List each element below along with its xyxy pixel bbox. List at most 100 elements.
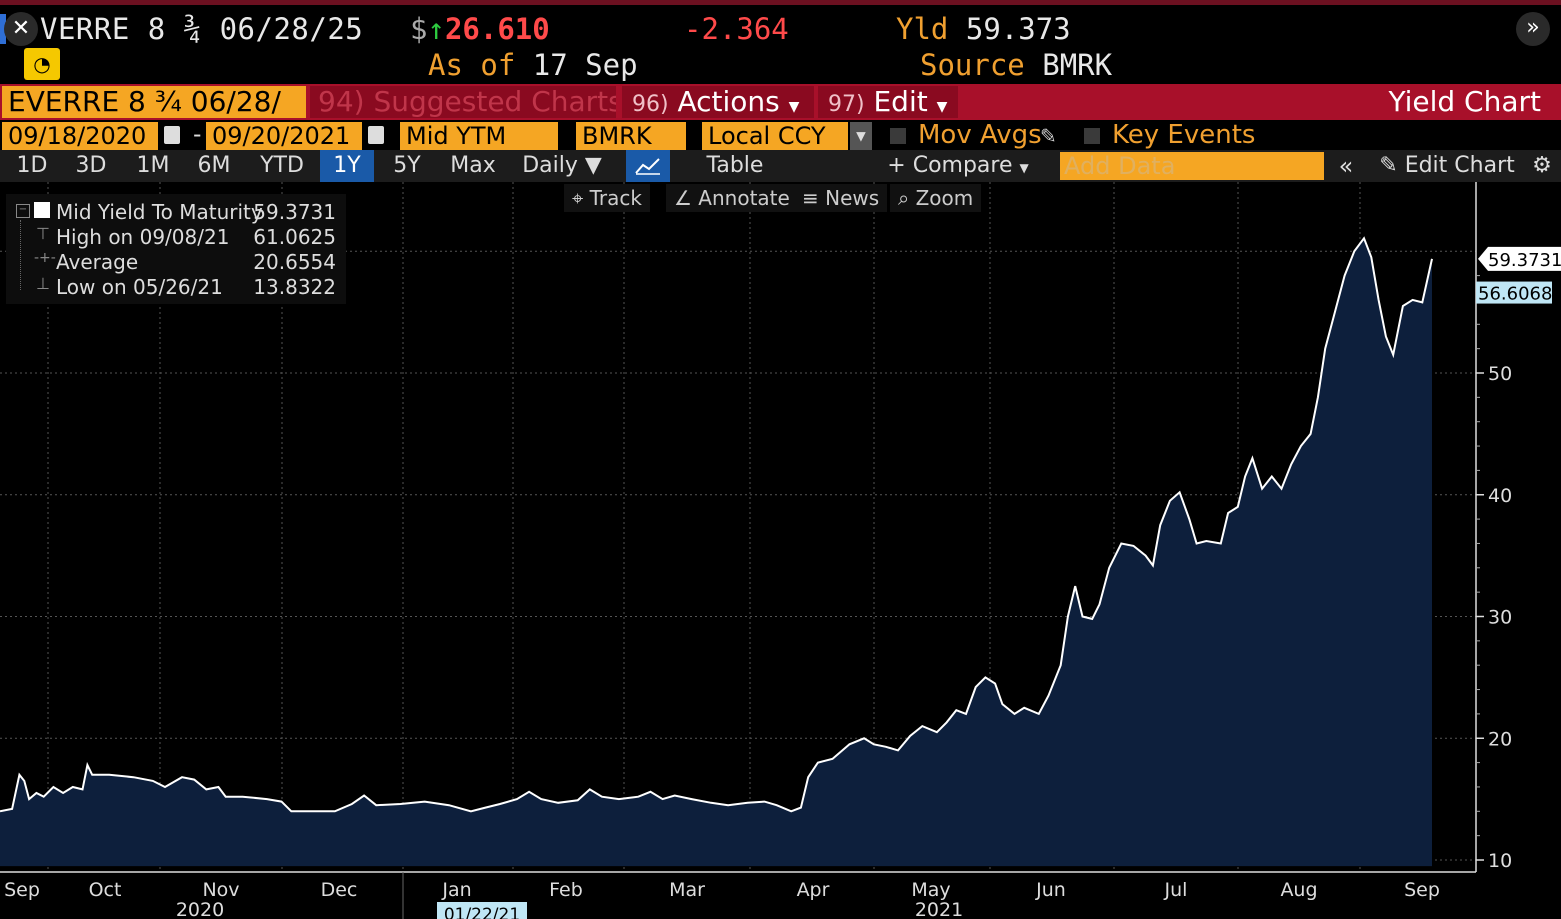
track-tool[interactable]: ⌖ Track — [564, 184, 650, 212]
news-label: News — [825, 186, 880, 210]
chevron-down-icon: ▼ — [788, 99, 800, 115]
legend-low-value: 13.8322 — [253, 275, 336, 299]
legend-series-value: 59.3731 — [253, 200, 336, 224]
y-tick-label: 20 — [1488, 728, 1512, 750]
add-data-input[interactable]: Add Data — [1060, 152, 1324, 180]
legend-average-label: Average — [56, 250, 139, 274]
mov-avgs-label: Mov Avgs — [918, 120, 1042, 150]
legend-tree-line — [20, 220, 22, 290]
chevron-down-icon: ▼ — [936, 99, 948, 115]
crosshair-date-tag — [437, 902, 527, 919]
end-date-field[interactable]: 09/20/2021 — [206, 122, 362, 150]
series-swatch[interactable] — [34, 202, 50, 218]
key-events-label: Key Events — [1112, 120, 1256, 150]
edit-menu[interactable]: 97) Edit ▼ — [818, 86, 958, 118]
key-events-checkbox[interactable] — [1084, 128, 1100, 144]
calendar-icon[interactable] — [164, 126, 180, 144]
track-label: Track — [589, 186, 642, 210]
x-tick-label: Mar — [669, 879, 705, 901]
x-year-label: 2020 — [176, 899, 224, 919]
close-icon[interactable]: ✕ — [4, 12, 38, 46]
gauge-icon[interactable]: ◔ — [24, 48, 60, 80]
start-date-field[interactable]: 09/18/2020 — [2, 122, 158, 150]
chevron-down-icon: ▼ — [584, 153, 602, 178]
compare-label: Compare — [912, 153, 1013, 178]
period-button-1m[interactable]: 1M — [136, 153, 170, 178]
compare-button[interactable]: + Compare ▼ — [880, 150, 1036, 182]
gear-icon[interactable]: ⚙ — [1532, 153, 1552, 178]
x-tick-label: Nov — [202, 879, 239, 901]
zoom-label: Zoom — [915, 186, 974, 210]
x-tick-label: Oct — [89, 879, 122, 901]
second-value-tag — [1476, 281, 1552, 304]
average-marker-icon: -+- — [34, 250, 56, 266]
period-button-6m[interactable]: 6M — [197, 153, 231, 178]
edit-chart-button[interactable]: ✎ Edit Chart — [1372, 150, 1522, 182]
legend-low-label: Low on 05/26/21 — [56, 275, 223, 299]
second-value-label: 56.6068 — [1478, 284, 1552, 305]
crosshair-icon: ⌖ — [572, 186, 584, 210]
mov-avgs-checkbox[interactable] — [890, 128, 906, 144]
price-display: $↑26.610 — [410, 12, 550, 46]
low-marker-icon: ⊥ — [36, 274, 50, 293]
date-separator: - — [190, 120, 205, 148]
annotate-icon: ∠ — [674, 186, 692, 210]
edit-chart-label: Edit Chart — [1404, 153, 1515, 178]
x-year-label: 2021 — [915, 899, 963, 919]
crosshair-date-label: 01/22/21 — [444, 905, 520, 919]
price-value: 26.610 — [444, 12, 550, 46]
line-chart-icon[interactable] — [626, 150, 670, 182]
series-line — [0, 236, 1433, 813]
price-change: -2.364 — [684, 12, 789, 46]
field-selector[interactable]: Mid YTM — [400, 122, 558, 150]
legend-average-value: 20.6554 — [253, 250, 336, 274]
collapse-icon[interactable]: « — [1338, 152, 1354, 180]
news-tool[interactable]: ≡ News — [794, 184, 888, 212]
period-button-max[interactable]: Max — [450, 153, 496, 178]
yield-value: 59.373 — [965, 12, 1071, 46]
x-tick-label: Dec — [321, 879, 358, 901]
x-tick-label: Feb — [549, 879, 583, 901]
high-marker-icon: ⊤ — [36, 224, 50, 243]
expand-icon[interactable]: » — [1516, 12, 1550, 46]
currency-selector[interactable]: Local CCY — [702, 122, 848, 150]
chevron-down-icon[interactable]: ▼ — [850, 122, 872, 150]
actions-menu[interactable]: 96) Actions ▼ — [622, 86, 814, 118]
edit-label: Edit — [873, 85, 928, 118]
period-button-1d[interactable]: 1D — [16, 153, 48, 178]
plus-icon: + — [887, 153, 906, 178]
suggested-charts-menu[interactable]: 94) Suggested Charts — [310, 86, 616, 118]
news-icon: ≡ — [802, 186, 819, 210]
frequency-dropdown[interactable]: Daily ▼ — [514, 150, 610, 182]
calendar-icon[interactable] — [368, 126, 384, 144]
period-button-5y[interactable]: 5Y — [393, 153, 421, 178]
last-value-tag — [1478, 246, 1561, 271]
annotate-tool[interactable]: ∠ Annotate — [666, 184, 798, 212]
legend-series-label: Mid Yield To Maturity — [56, 200, 263, 224]
security-name: VERRE 8 ¾ 06/28/25 — [40, 12, 364, 46]
collapse-legend-icon[interactable]: − — [16, 204, 30, 218]
frequency-label: Daily — [522, 153, 578, 178]
source-selector[interactable]: BMRK — [576, 122, 686, 150]
actions-label: Actions — [677, 85, 780, 118]
chevron-down-icon: ▼ — [1019, 161, 1029, 175]
last-value-label: 59.3731 — [1488, 250, 1561, 271]
period-button-3d[interactable]: 3D — [75, 153, 107, 178]
period-button-ytd[interactable]: YTD — [260, 153, 304, 178]
y-tick-label: 30 — [1488, 607, 1512, 629]
chart-type-title: Yield Chart — [1388, 85, 1541, 118]
x-tick-label: Sep — [1404, 879, 1440, 901]
search-icon: ⌕ — [898, 186, 910, 210]
legend-high-value: 61.0625 — [253, 225, 336, 249]
zoom-tool[interactable]: ⌕ Zoom — [890, 184, 982, 212]
chart-legend: − Mid Yield To Maturity 59.3731 ⊤ High o… — [6, 194, 346, 304]
annotate-label: Annotate — [698, 186, 790, 210]
series-area — [0, 238, 1432, 867]
y-tick-label: 10 — [1488, 850, 1512, 872]
period-button-1y[interactable]: 1Y — [320, 150, 374, 182]
x-tick-label: Aug — [1280, 879, 1317, 901]
table-button[interactable]: Table — [706, 153, 764, 178]
security-input[interactable]: EVERRE 8 ¾ 06/28/ — [2, 86, 306, 118]
pencil-icon[interactable]: ✎ — [1040, 124, 1057, 148]
asof-label: As of — [428, 48, 516, 82]
